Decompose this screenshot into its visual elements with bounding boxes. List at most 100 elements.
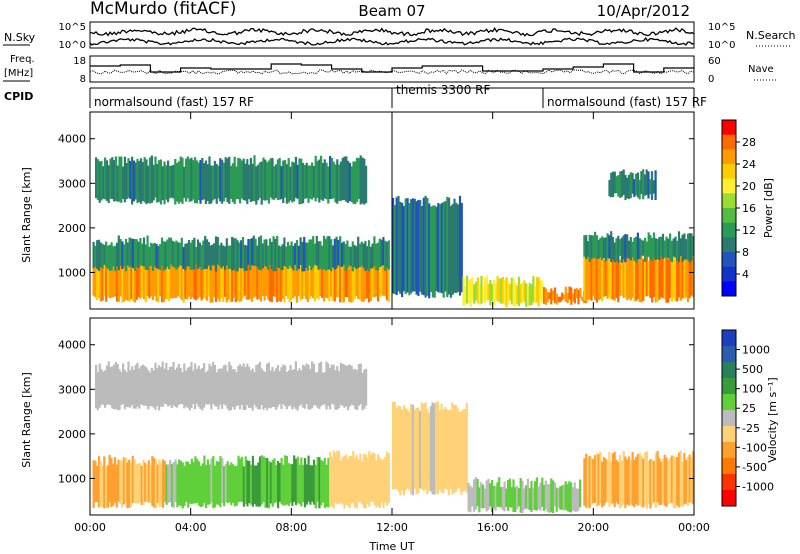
heatmap-cell-1-73 [223, 246, 227, 270]
heatmap-cell-4-52 [188, 366, 191, 411]
heatmap-cell-6-16 [496, 482, 499, 507]
heatmap-cell-6-43 [660, 249, 663, 298]
heatmap-cell-7-57 [685, 239, 688, 259]
heatmap-cell-1-98 [268, 238, 272, 265]
heatmap-cell-3-2 [395, 197, 398, 295]
heatmap-cell-2-47 [179, 156, 182, 202]
heatmap-cell-4-143 [352, 369, 355, 406]
heatmap-cell-0-160 [380, 260, 383, 296]
heatmap-cell-6-41 [656, 252, 659, 302]
heatmap-cell-2-61 [204, 160, 207, 204]
heatmap-cell-4-100 [275, 368, 278, 410]
heatmap-cell-4-73 [226, 371, 229, 409]
heatmap-cell-2-132 [332, 161, 335, 199]
heatmap-cell-2-141 [348, 162, 351, 201]
heatmap-cell-2-2 [244, 456, 247, 504]
heatmap-cell-0-135 [335, 255, 338, 298]
heatmap-cell-4-8 [476, 277, 479, 304]
power-y-ticks: 1000 2000 3000 4000 [58, 133, 694, 279]
heatmap-cell-3-3 [334, 452, 337, 503]
heatmap-cell-0-45 [173, 264, 176, 299]
heatmap-cell-0-41 [166, 263, 169, 300]
heatmap-cell-0-107 [285, 253, 288, 296]
heatmap-cell-1-97 [267, 245, 270, 270]
heatmap-cell-8-19 [642, 169, 645, 200]
heatmap-cell-5-18 [575, 287, 578, 299]
heatmap-cell-1-66 [211, 244, 214, 266]
heatmap-cell-6-17 [613, 252, 616, 301]
heatmap-cell-2-147 [359, 155, 362, 205]
heatmap-cell-4-16 [491, 284, 494, 301]
heatmap-cell-5-40 [463, 409, 467, 491]
heatmap-cell-3-27 [440, 203, 443, 294]
heatmap-cell-2-121 [312, 166, 315, 198]
heatmap-cell-0-69 [216, 256, 219, 299]
heatmap-cell-2-24 [138, 160, 141, 202]
heatmap-cell-1-107 [285, 246, 288, 267]
heatmap-cell-5-16 [572, 293, 575, 302]
heatmap-cell-5-7 [404, 408, 407, 490]
heatmap-cell-5-29 [444, 407, 447, 489]
heatmap-cell-4-112 [296, 370, 299, 411]
heatmap-cell-6-31 [638, 249, 641, 302]
heatmap-cell-7-45 [663, 454, 666, 506]
heatmap-cell-6-47 [552, 480, 555, 514]
heatmap-cell-0-71 [220, 257, 223, 299]
heatmap-cell-2-31 [150, 155, 153, 203]
heatmap-cell-0-155 [371, 263, 374, 298]
heatmap-cell-2-111 [294, 156, 297, 198]
heatmap-cell-0-122 [312, 264, 315, 299]
heatmap-cell-1-53 [187, 240, 191, 267]
heatmap-cell-0-21 [129, 462, 133, 507]
heatmap-cell-7-36 [647, 460, 650, 504]
heatmap-cell-2-148 [361, 157, 364, 204]
heatmap-cell-1-100 [272, 236, 275, 272]
heatmap-cell-4-10 [480, 275, 483, 304]
heatmap-cell-3-9 [345, 454, 348, 505]
heatmap-cell-5-5 [552, 290, 555, 301]
heatmap-cell-1-122 [312, 236, 315, 268]
heatmap-cell-0-5 [101, 465, 104, 508]
heatmap-cell-4-139 [345, 365, 348, 407]
heatmap-cell-2-74 [228, 156, 231, 204]
heatmap-cell-6-61 [692, 256, 695, 297]
heatmap-cell-6-48 [669, 251, 672, 298]
heatmap-cell-2-137 [341, 157, 344, 201]
heatmap-cell-7-4 [590, 457, 593, 505]
heatmap-cell-4-80 [239, 364, 242, 410]
heatmap-cell-6-35 [530, 480, 533, 513]
heatmap-cell-2-76 [231, 163, 234, 203]
heatmap-cell-4-127 [323, 372, 326, 405]
cpid-segment-0: normalsound (fast) 157 RF [94, 95, 254, 109]
heatmap-cell-1-17 [196, 458, 199, 503]
heatmap-cell-5-2 [546, 292, 549, 303]
heatmap-cell-3-1 [330, 457, 334, 507]
heatmap-cell-0-75 [227, 264, 230, 300]
heatmap-cell-0-44 [171, 259, 174, 299]
heatmap-cell-5-37 [458, 412, 461, 489]
heatmap-cell-2-90 [257, 164, 260, 201]
heatmap-cell-0-36 [157, 256, 160, 303]
velocity-y-ticks: 1000 2000 3000 4000 [58, 339, 694, 485]
heatmap-cell-3-0 [392, 197, 395, 294]
heatmap-cell-1-22 [205, 464, 208, 509]
heatmap-cell-6-42 [543, 484, 546, 511]
heatmap-cell-3-6 [339, 460, 342, 503]
heatmap-cell-1-101 [274, 239, 277, 272]
freq-label-2: [MHz] [4, 68, 33, 79]
heatmap-cell-4-90 [257, 364, 260, 410]
heatmap-cell-2-126 [321, 163, 324, 201]
heatmap-cell-1-32 [223, 466, 226, 507]
heatmap-cell-4-110 [293, 369, 296, 408]
heatmap-cell-1-144 [351, 241, 354, 272]
heatmap-cell-2-31 [296, 456, 299, 503]
heatmap-cell-1-33 [151, 243, 155, 271]
heatmap-cell-6-32 [525, 485, 528, 509]
heatmap-cell-0-37 [159, 253, 162, 296]
heatmap-cell-6-16 [611, 254, 614, 300]
heatmap-cell-4-21 [132, 369, 135, 409]
heatmap-cell-4-98 [271, 367, 274, 407]
heatmap-cell-4-89 [255, 365, 258, 408]
heatmap-cell-2-114 [300, 158, 303, 205]
heatmap-cell-7-12 [604, 237, 607, 262]
